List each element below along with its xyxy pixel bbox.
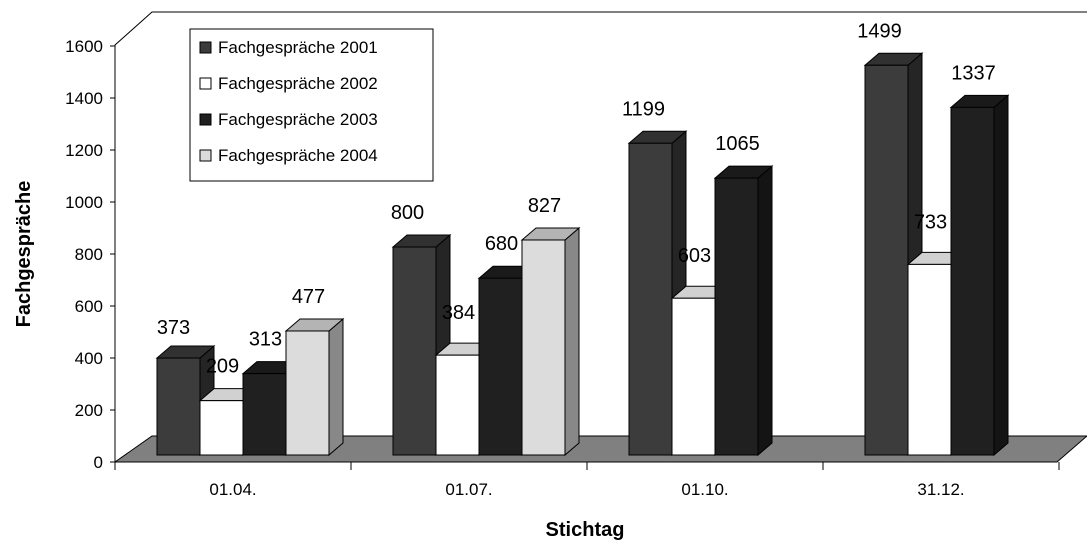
bar-value-label: 800 (391, 202, 424, 224)
bar-value-label: 313 (249, 329, 282, 351)
bar-front (242, 373, 287, 456)
bar-front (392, 246, 437, 456)
legend-swatch (199, 113, 212, 126)
x-tick-label: 01.04. (209, 480, 256, 499)
y-tick-label: 400 (75, 349, 103, 368)
bar-front (521, 239, 566, 456)
bars-group (155, 52, 1010, 457)
x-axis-title: Stichtag (546, 519, 625, 541)
bar-side (564, 226, 580, 457)
legend-swatch (199, 77, 212, 90)
y-tick-label: 1400 (65, 89, 103, 108)
bar-front (285, 330, 330, 456)
bar-value-label: 209 (206, 356, 239, 378)
x-tick-label: 31.12. (917, 480, 964, 499)
bar-front (478, 277, 523, 456)
bar-front (199, 400, 244, 456)
y-tick-label: 0 (94, 453, 103, 472)
bar (155, 344, 216, 457)
bar-side (328, 317, 344, 457)
bar-value-label: 477 (292, 286, 325, 308)
bar-value-label: 1199 (622, 98, 665, 120)
legend-label: Fachgespräche 2001 (218, 38, 378, 57)
legend-label: Fachgespräche 2002 (218, 74, 378, 93)
bar-front (714, 177, 759, 456)
bar-front (864, 64, 909, 456)
bar-value-label: 827 (528, 195, 561, 217)
chart-floor (113, 435, 1087, 463)
bar-value-label: 1499 (857, 20, 902, 42)
y-tick-label: 200 (75, 401, 103, 420)
legend: Fachgespräche 2001 Fachgespräche 2002 Fach… (189, 28, 434, 182)
x-tick-label: 01.07. (445, 480, 492, 499)
x-axis-ticks: 01.04. 01.07. 01.10. 31.12. (114, 462, 1060, 499)
y-tick-label: 1000 (65, 193, 103, 212)
data-labels-group: 373 800 1199 1499 209 384 603 733 313 680 1065 1337… (157, 20, 996, 377)
bar-value-label: 680 (485, 233, 518, 255)
y-tick-label: 1200 (65, 141, 103, 160)
y-tick-label: 600 (75, 297, 103, 316)
bar-value-label: 1337 (951, 62, 996, 84)
bar-front (628, 142, 673, 456)
bar-front (907, 263, 952, 456)
bar-side (757, 165, 773, 457)
bar (949, 94, 1010, 457)
legend-label: Fachgespräche 2003 (218, 110, 378, 129)
y-tick-label: 800 (75, 245, 103, 264)
y-axis-title: Fachgespräche (13, 181, 35, 328)
bar-side (993, 94, 1009, 457)
legend-item: Fachgespräche 2002 (199, 74, 378, 93)
y-tick-label: 1600 (65, 37, 103, 56)
legend-swatch (199, 149, 212, 162)
bar-value-label: 384 (442, 302, 475, 324)
x-tick-label: 01.10. (681, 480, 728, 499)
bar (284, 317, 345, 457)
bar-value-label: 1065 (715, 133, 760, 155)
bar-front (156, 357, 201, 456)
y-axis-ticks: 0 200 400 600 800 1000 1200 1400 1600 (65, 37, 115, 472)
legend-item: Fachgespräche 2001 (199, 38, 378, 57)
bar-front (671, 297, 716, 456)
bar-value-label: 603 (678, 245, 711, 267)
bar-value-label: 373 (157, 317, 190, 339)
legend-item: Fachgespräche 2003 (199, 110, 378, 129)
bar (520, 226, 581, 457)
legend-label: Fachgespräche 2004 (218, 146, 378, 165)
bar-front (950, 106, 995, 456)
legend-box (189, 28, 434, 182)
bar-value-label: 733 (914, 211, 947, 233)
bar (713, 165, 774, 457)
bar (863, 52, 924, 457)
bar-front (435, 354, 480, 456)
legend-item: Fachgespräche 2004 (199, 146, 378, 165)
legend-swatch (199, 41, 212, 54)
